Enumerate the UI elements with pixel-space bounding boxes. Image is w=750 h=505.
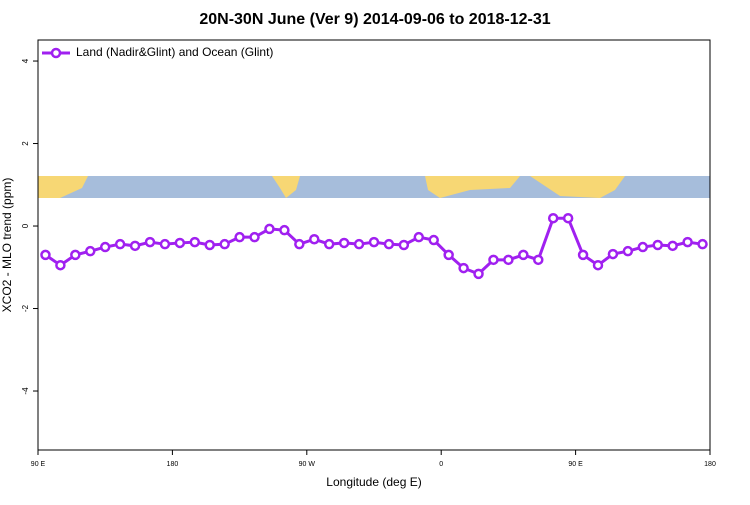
data-point [294,238,305,250]
data-point [503,254,514,266]
data-point [547,212,559,224]
data-point [697,238,708,250]
data-point [443,249,454,261]
x-tick-label: 180 [704,461,716,468]
plot-frame [37,39,711,451]
data-point [428,234,439,246]
data-point [353,238,365,250]
data-point [159,238,171,250]
y-axis-label: XCO2 - MLO trend (ppm) [0,178,14,313]
data-point [667,240,678,252]
data-point [458,262,469,274]
data-point [622,245,634,257]
data-point [85,245,96,257]
y-tick-label: 4 [21,58,30,63]
data-point [40,249,51,261]
data-point [249,231,260,243]
data-point [70,249,81,261]
data-point [518,249,529,261]
x-tick-label: 90 W [299,461,316,468]
data-point [652,239,663,251]
data-point [383,238,395,250]
data-point [234,231,245,243]
data-point [682,236,693,248]
x-tick-label: 90 E [31,461,46,468]
data-point [323,238,335,250]
x-tick-label: 90 E [568,461,583,468]
legend-label: Land (Nadir&Glint) and Ocean (Glint) [76,45,273,59]
chart-title: 20N-30N June (Ver 9) 2014-09-06 to 2018-… [199,11,550,28]
legend-marker [50,47,62,59]
data-point [309,233,320,245]
y-tick-label: 2 [21,141,30,146]
y-tick-label: -4 [21,387,30,395]
data-point [264,223,275,235]
data-point [577,249,589,261]
data-point [607,248,619,260]
data-point [55,259,66,271]
data-point [473,268,484,280]
data-point [204,239,215,251]
y-tick-label: -2 [21,304,30,312]
data-point [279,224,290,236]
data-point [533,254,544,266]
x-tick-label: 180 [167,461,179,468]
x-tick-label: 0 [439,461,443,468]
data-point [174,237,186,249]
data-point [398,239,410,251]
data-point [99,241,111,253]
data-point [189,236,201,248]
y-tick-label: 0 [21,223,30,228]
data-point [592,259,604,271]
data-point [114,238,126,250]
data-point [338,237,350,249]
data-point [562,212,574,224]
data-point [413,231,425,243]
data-point [144,236,156,248]
data-point [637,241,649,253]
data-point [368,236,380,248]
data-point [488,254,499,266]
x-axis-label: Longitude (deg E) [326,475,421,489]
data-point [219,238,230,250]
map-strip [38,176,710,198]
data-point [129,240,141,252]
